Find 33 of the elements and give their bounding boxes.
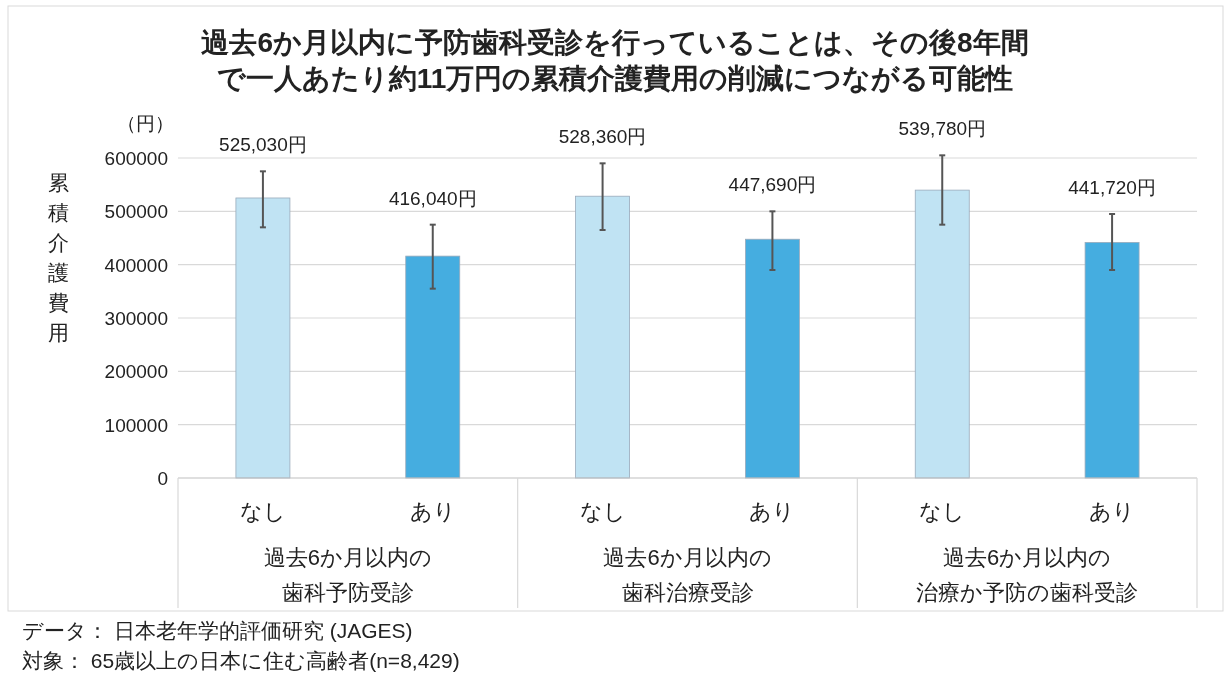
y-tick-label: 0 [157, 468, 168, 489]
text: （円） [116, 113, 174, 134]
y-tick-label: 400000 [104, 254, 168, 276]
bar [235, 197, 291, 479]
y-tick-label: 300000 [104, 308, 168, 329]
text: データ： 日本老年学的評価研究 (JAGES) [22, 619, 413, 642]
bar [405, 255, 461, 479]
text: 過去6か月以内の治療か予防の歯科受診 [916, 545, 1139, 605]
text: 過去6か月以内の歯科治療受診 [603, 545, 772, 605]
bar [575, 195, 630, 479]
x-tick-label: あり [1089, 499, 1136, 524]
data-label: 525,030円 [219, 134, 307, 156]
bar [745, 238, 800, 479]
text: 過去6か月以内の歯科予防受診 [263, 545, 432, 605]
data-label: 416,040円 [388, 187, 477, 209]
y-tick-label: 200000 [104, 361, 168, 383]
data-label: 441,720円 [1068, 177, 1156, 198]
x-tick-label: なし [919, 499, 966, 524]
x-tick-label: あり [409, 499, 456, 524]
y-axis-title: 累積介護費用 [47, 171, 69, 344]
x-tick-label: なし [239, 499, 286, 524]
x-tick-label: なし [579, 499, 626, 524]
data-label: 528,360円 [558, 126, 647, 148]
y-tick-label: 100000 [104, 414, 168, 436]
bar [914, 189, 970, 479]
x-tick-label: あり [749, 499, 796, 524]
data-label: 539,780円 [898, 118, 987, 140]
y-tick-label: 500000 [104, 201, 168, 223]
y-tick-label: 600000 [104, 148, 168, 169]
text: 対象： 65歳以上の日本に住む高齢者(n=8,429) [22, 649, 460, 672]
bar [1084, 242, 1140, 479]
data-label: 447,690円 [728, 174, 817, 196]
chart-title: 過去6か月以内に予防歯科受診を行っていることは、その後8年間で一人あたり約11万円の累積介護費用の削減につながる可能性 [201, 27, 1029, 94]
